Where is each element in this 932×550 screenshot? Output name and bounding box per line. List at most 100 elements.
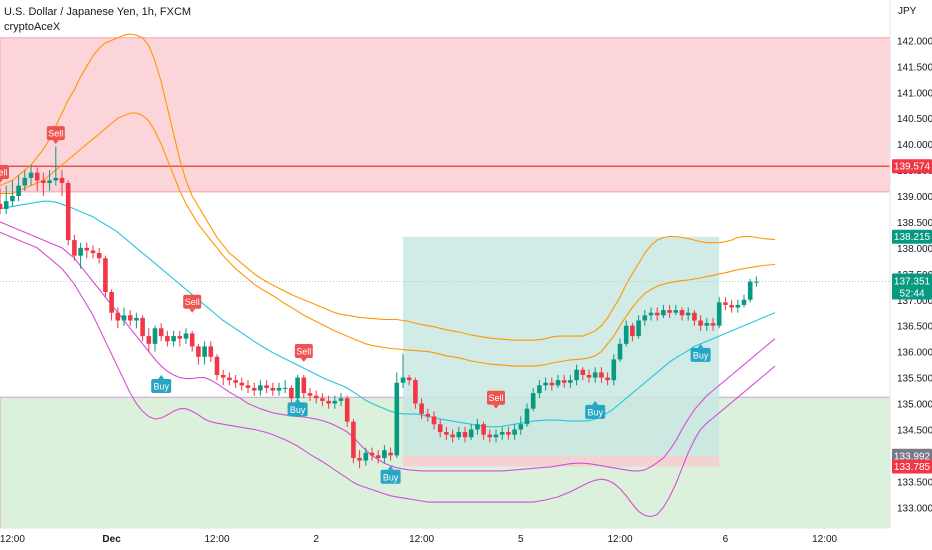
candle-body	[487, 434, 493, 438]
candle-body	[692, 312, 697, 321]
candle-body	[444, 432, 449, 435]
candle-body	[499, 432, 505, 435]
candle-body	[357, 457, 362, 461]
price-axis-tag-text: 138.215	[894, 232, 931, 243]
candle-body	[524, 408, 530, 425]
buy-signal-text: Buy	[587, 407, 603, 417]
x-tick-label: 12:00	[812, 534, 837, 545]
buy-signal-pointer	[294, 398, 301, 403]
candle-body	[183, 333, 189, 339]
candle-body	[543, 382, 548, 386]
candle-body	[34, 172, 40, 181]
band-outer-lower-magenta	[0, 231, 776, 518]
y-tick-label: 138.500	[897, 218, 932, 229]
candle-body	[450, 434, 455, 438]
band-mid-cyan	[0, 200, 776, 428]
buy-signal-label	[690, 347, 711, 362]
candle-body	[468, 429, 474, 438]
candle-body	[338, 398, 344, 401]
candle-body	[363, 452, 369, 461]
candle-body	[202, 346, 207, 357]
candle-body	[313, 395, 319, 399]
candle-body	[481, 424, 486, 435]
x-tick-label: 2	[313, 534, 319, 545]
candle-body	[549, 382, 555, 386]
y-tick-label: 139.000	[897, 192, 932, 203]
current-price-text: 137.351	[894, 277, 931, 288]
candle-body	[165, 336, 170, 342]
candle-body	[78, 247, 83, 256]
y-tick-label: 141.500	[897, 62, 932, 73]
candle-body	[599, 372, 604, 378]
sell-signal-label	[294, 344, 313, 358]
candle-body	[295, 377, 300, 399]
buy-signal-pointer	[592, 400, 599, 405]
buy-signal-label	[380, 469, 401, 484]
x-tick-label: 12:00	[204, 534, 229, 545]
candle-body	[332, 400, 338, 404]
candle-body	[630, 325, 635, 337]
x-tick-label: 12:00	[607, 534, 632, 545]
band-inner-upper-orange	[0, 112, 776, 367]
candle-body	[512, 429, 517, 435]
sell-signal-text: Sell	[488, 393, 503, 403]
candle-body	[654, 312, 660, 316]
candle-body	[227, 377, 232, 381]
candle-body	[431, 416, 437, 425]
sell-signal-label	[0, 165, 9, 180]
candle-body	[264, 385, 269, 388]
candle-body	[326, 400, 331, 404]
countdown-text: 52:44	[899, 289, 924, 300]
sell-signal-label	[46, 126, 65, 141]
candle-body	[115, 312, 121, 321]
x-tick-label: 6	[723, 534, 729, 545]
candle-body	[59, 177, 65, 184]
position-loss-area	[403, 455, 720, 467]
sell-signal-pointer	[52, 140, 59, 145]
candle-body	[10, 196, 15, 202]
candle-body	[196, 346, 201, 357]
candle-body	[729, 304, 734, 308]
candle-body	[747, 281, 753, 300]
candle-body	[642, 315, 648, 321]
buy-signal-label	[151, 378, 172, 393]
candle-body	[605, 377, 610, 381]
candle-body	[413, 380, 418, 404]
candle-body	[530, 393, 536, 409]
price-axis-tag	[892, 448, 932, 463]
candle-body	[270, 387, 276, 391]
sell-signal-label	[487, 390, 505, 405]
candle-body	[177, 336, 183, 339]
candle-body	[41, 180, 46, 184]
candle-body	[289, 387, 294, 399]
band-inner-lower-magenta	[0, 221, 776, 472]
band-outer-upper-orange	[0, 33, 776, 341]
candle-body	[735, 304, 741, 308]
sell-signal-pointer	[493, 404, 499, 409]
price-axis-tag-text: 133.785	[894, 462, 931, 473]
candle-body	[72, 240, 77, 256]
candle-body	[344, 398, 350, 422]
candle-body	[239, 382, 245, 386]
candle-body	[208, 346, 214, 357]
buy-signal-pointer	[387, 465, 394, 470]
candle-body	[214, 356, 220, 375]
candle-body	[661, 310, 666, 316]
buy-signal-text: Buy	[383, 472, 399, 482]
sell-signal-text: Sell	[0, 168, 8, 178]
y-tick-label: 142.000	[897, 36, 932, 47]
y-tick-label: 137.000	[897, 296, 932, 307]
y-tick-label: 133.500	[897, 477, 932, 488]
candle-body	[679, 310, 685, 316]
y-tick-label: 140.000	[897, 140, 932, 151]
x-tick-label: 12:00	[0, 534, 25, 545]
y-tick-label: 136.500	[897, 322, 932, 333]
candle-body	[16, 185, 21, 196]
currency-label: JPY	[898, 6, 917, 17]
candle-body	[152, 328, 158, 344]
candle-body	[685, 312, 691, 316]
candle-body	[388, 452, 393, 456]
candle-body	[171, 336, 176, 342]
y-tick-label: 141.000	[897, 88, 932, 99]
